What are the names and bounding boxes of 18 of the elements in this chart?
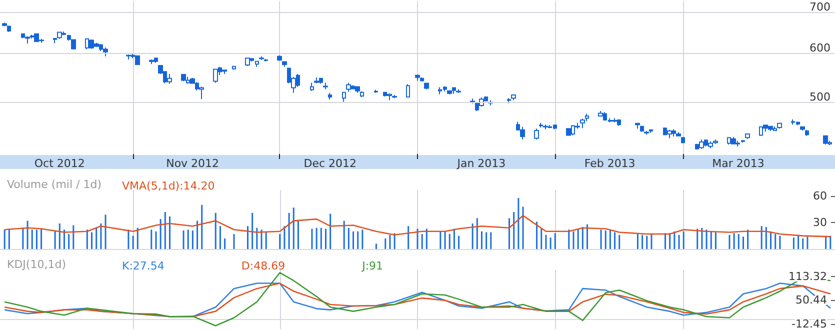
x-tick-label: Mar 2013 [712,157,764,170]
x-tick-label: Nov 2012 [166,157,220,170]
y-tick-label: -12.45 [792,318,827,330]
text: VMA(5,1d):14.20 [122,180,215,192]
text: K:27.54 [122,260,164,272]
y-tick-label: 700 [810,0,830,14]
chart-title: Volume (mil / 1d) [7,178,102,191]
y-tick-label: 30 [813,216,827,230]
series-label: D:48.69 [241,260,286,272]
x-tick-label: Dec 2012 [304,157,357,170]
text: J:91 [361,260,384,272]
y-tick-label: 500 [810,90,830,104]
x-tick-label: Oct 2012 [34,157,85,170]
x-tick-label: Jan 2013 [456,157,506,170]
x-tick-label: Feb 2013 [584,157,636,170]
y-tick-label: 60 [813,190,827,203]
y-tick-label: 600 [810,42,830,55]
chart-title: KDJ(10,1d) [7,258,66,271]
